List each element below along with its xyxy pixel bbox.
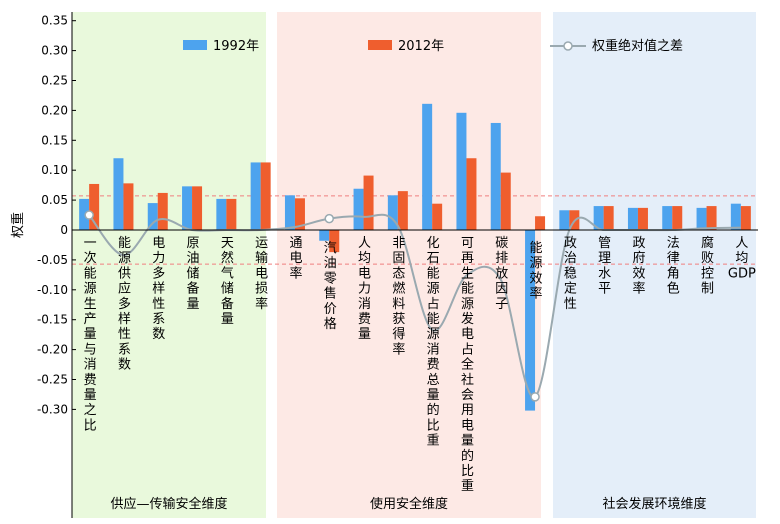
bar-1992: [730, 203, 741, 230]
legend-label: 2012年: [398, 39, 444, 54]
dimension-panel: [72, 12, 266, 518]
category-label: 政治稳定性: [564, 236, 577, 312]
bar-1992: [113, 158, 124, 230]
bar-1992: [319, 230, 330, 241]
difference-marker: [324, 213, 334, 224]
bar-1992: [250, 162, 261, 230]
y-tick-label: 0.30: [41, 44, 68, 58]
y-tick-label: 0: [60, 223, 68, 237]
bar-1992: [627, 207, 638, 230]
y-tick-label: 0.05: [41, 193, 68, 207]
difference-marker: [84, 210, 94, 220]
legend: 1992年 2012年 权重绝对值之差: [183, 38, 683, 54]
bar-1992: [490, 122, 501, 230]
category-label: 腐败控制: [701, 236, 714, 297]
bar-1992: [456, 112, 467, 230]
category-label: 非固态燃料获得率: [392, 236, 405, 357]
y-tick-label: -0.15: [37, 313, 68, 327]
category-label: 化石能源占能源消费总量的比重: [427, 236, 440, 449]
category-label: 人均 GDP: [728, 236, 756, 281]
category-label: 法律角色: [667, 236, 680, 297]
category-label: 人均电力消费量: [358, 236, 371, 342]
y-tick-label: 0.25: [41, 74, 68, 88]
y-tick-label: 0.35: [41, 14, 68, 28]
bar-2012: [603, 206, 614, 230]
bar-2012: [192, 186, 203, 230]
category-label: 能源供应多样性系数: [118, 236, 131, 373]
dimension-label: 使用安全维度: [370, 496, 448, 512]
bar-1992: [147, 203, 158, 230]
bar-2012: [740, 206, 751, 230]
bar-2012: [260, 162, 271, 230]
legend-swatch: [368, 40, 392, 50]
axes: 0.35 0.30 0.25 0.20 0.15 0.10 0.05 0 -0.05 -0.10 -…: [10, 12, 758, 518]
bar-1992: [422, 103, 433, 230]
category-label: 通电率: [289, 236, 302, 281]
bar-2012: [706, 206, 717, 230]
category-label: 汽油零售价格: [324, 241, 337, 332]
category-label: 电力多样性系数: [152, 236, 165, 342]
category-labels: 一次能源生产量与消费量之比 能源供应多样性系数 电力多样性系数 原油储备量 天然气储备量…: [84, 236, 756, 494]
category-label: 碳排放因子: [495, 236, 508, 312]
bar-1992: [284, 195, 295, 230]
bar-2012: [637, 207, 648, 230]
category-label: 能源效率: [530, 241, 543, 302]
dimension-label: 供应—传输安全维度: [110, 496, 227, 512]
category-label: 天然气储备量: [221, 236, 234, 327]
bar-1992: [593, 206, 604, 230]
category-label: 一次能源生产量与消费量之比: [84, 236, 97, 433]
legend-label: 1992年: [213, 39, 259, 54]
dimension-panel: [277, 12, 541, 518]
legend-label: 权重绝对值之差: [592, 38, 683, 54]
difference-marker: [530, 392, 540, 402]
y-tick-label: 0.20: [41, 103, 68, 117]
bar-2012: [432, 203, 443, 230]
bar-1992: [559, 210, 570, 230]
bar-1992: [353, 188, 364, 230]
bar-1992: [79, 198, 90, 230]
bar-1992: [696, 207, 707, 230]
bar-2012: [226, 198, 237, 230]
bar-1992: [216, 198, 227, 230]
bar-2012: [157, 192, 168, 230]
bar-2012: [500, 172, 511, 230]
bar-2012: [89, 183, 100, 230]
category-label: 管理水平: [598, 236, 611, 297]
bar-2012: [397, 191, 408, 230]
y-tick-label: 0.15: [41, 133, 68, 147]
category-label: 运输电损率: [255, 236, 268, 312]
category-label: 政府效率: [632, 236, 645, 297]
bars: [79, 103, 751, 411]
bar-2012: [672, 206, 683, 230]
bar-2012: [329, 230, 340, 253]
y-tick-label: -0.10: [37, 283, 68, 297]
dimension-panel: [553, 12, 756, 518]
bar-2012: [294, 198, 305, 230]
legend-swatch: [183, 40, 207, 50]
legend-swatch-marker: [563, 41, 573, 51]
category-label: 原油储备量: [187, 236, 200, 312]
bar-1992: [525, 230, 536, 411]
dimension-label: 社会发展环境维度: [602, 496, 706, 512]
y-tick-label: 0.10: [41, 163, 68, 177]
bar-2012: [123, 183, 134, 230]
bar-2012: [363, 175, 374, 230]
dimension-backgrounds: 供应—传输安全维度 使用安全维度 社会发展环境维度: [72, 12, 756, 518]
y-tick-label: -0.05: [37, 253, 68, 267]
y-tick-label: -0.30: [37, 402, 68, 416]
bar-1992: [387, 195, 398, 230]
category-label: 可再生能源发电占全社会用电量的比重: [461, 236, 474, 494]
bar-2012: [535, 216, 546, 230]
bar-1992: [662, 206, 673, 230]
y-axis-label: 权重: [10, 212, 26, 238]
y-tick-label: -0.20: [37, 343, 68, 357]
y-tick-label: -0.25: [37, 373, 68, 387]
bar-1992: [182, 186, 193, 230]
bar-2012: [466, 158, 477, 230]
